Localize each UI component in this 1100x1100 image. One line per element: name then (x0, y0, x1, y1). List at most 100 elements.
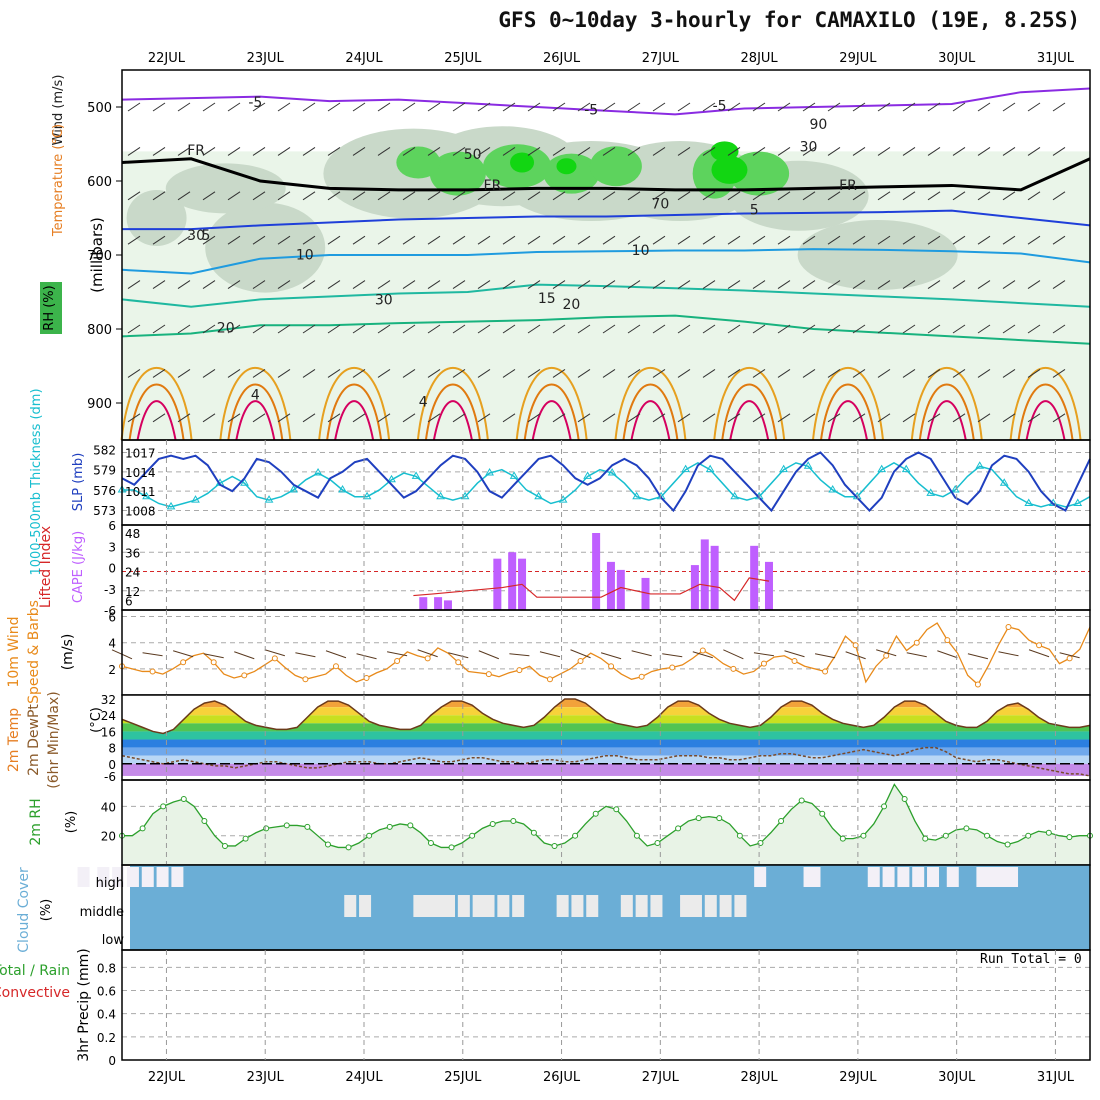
wind-barb (142, 652, 163, 657)
wind-barb (827, 102, 841, 112)
warm-contour (235, 400, 276, 441)
rh-point (819, 810, 826, 817)
wind-barb (352, 235, 366, 245)
wind-barb (631, 650, 652, 657)
cloud-level-label: high (96, 876, 124, 891)
wind-barb (202, 413, 216, 423)
ytick-right: 12 (125, 585, 140, 599)
rh-legend-swatch (40, 282, 62, 334)
wind-barb (277, 280, 291, 290)
wind-barb (552, 102, 566, 112)
wind-barb (477, 413, 491, 423)
wind-barb (723, 649, 744, 660)
wind-barb (602, 146, 616, 156)
ytick-left: -3 (104, 583, 116, 597)
wind-barb (902, 368, 916, 378)
rh-point (283, 822, 290, 829)
warm-contour (828, 400, 868, 441)
wind-speed-point (241, 672, 248, 679)
rh-point (304, 823, 311, 830)
middle-cloud-gap (472, 895, 485, 917)
wind-barb (602, 191, 616, 201)
temp-band (122, 747, 1090, 756)
wind-barb (352, 191, 366, 201)
wind-barb (377, 191, 391, 201)
wind-barb (752, 280, 766, 290)
wind-barb (402, 235, 416, 245)
bottom-date-label: 23JUL (247, 1070, 285, 1085)
rh-point (736, 832, 743, 839)
ytick: 24 (101, 709, 116, 723)
wind-barb (952, 235, 966, 245)
warm-contour (820, 383, 876, 441)
thickness-point (411, 471, 421, 479)
wind-barb (327, 102, 341, 112)
ytick-left: 573 (93, 504, 116, 518)
wind-barb (602, 235, 616, 245)
wind-barb (252, 235, 266, 245)
rh-point (489, 820, 496, 827)
cape-bar (443, 600, 452, 610)
ytick-left: 579 (93, 464, 116, 478)
wind-barb (502, 146, 516, 156)
ytick: 2 (108, 663, 116, 677)
wind-barb (727, 191, 741, 201)
wind-barb (427, 324, 441, 334)
wind-barb (662, 653, 683, 658)
wind-speed-point (791, 658, 798, 664)
rh-shade-bright (556, 158, 577, 175)
cloud-level-label: middle (80, 905, 124, 920)
bottom-date-label: 27JUL (642, 1070, 680, 1085)
contour-label: 10 (296, 247, 314, 263)
temp-unit: (°C) (89, 707, 104, 733)
wind-barb (814, 653, 836, 659)
wind-speed-point (852, 642, 859, 649)
wind-barb (477, 324, 491, 334)
middle-cloud-gap (512, 895, 525, 917)
warm-contour (1025, 400, 1066, 441)
wind-barb (1002, 324, 1016, 334)
temp2m-label: 2m Temp (6, 708, 22, 772)
run-total: Run Total = 0 (980, 952, 1082, 967)
wind-barb (727, 280, 741, 290)
warm-contour (326, 383, 383, 441)
contour-label: 30 (187, 228, 205, 244)
rh-point (324, 841, 331, 848)
rh-point (881, 803, 888, 810)
wind-barb (509, 653, 530, 657)
wind-barb (827, 413, 841, 423)
wind-barb (356, 653, 377, 660)
wind-barb (977, 102, 991, 112)
ytick: 20 (101, 830, 116, 844)
wind-barb (552, 146, 566, 156)
wind-barb (877, 413, 891, 423)
wind-barb (302, 368, 316, 378)
ytick: -6 (104, 770, 116, 784)
rh-point (469, 832, 476, 839)
thickness-point (803, 461, 813, 469)
warm-contour (630, 400, 671, 441)
wind-barb (452, 413, 466, 423)
wind-barb (702, 324, 716, 334)
thickness-point (583, 471, 592, 479)
cape-bar (764, 561, 773, 610)
dewpt-label: 2m DewPt (26, 704, 42, 776)
warm-contour (219, 366, 292, 441)
wind-barb (327, 280, 341, 290)
top-date-label: 31JUL (1037, 51, 1075, 66)
thickness-point (779, 464, 789, 473)
temperature-contour (121, 248, 1091, 275)
top-date-label: 25JUL (444, 51, 482, 66)
contour-label: 70 (651, 196, 669, 212)
thickness-point (313, 468, 323, 476)
wind-barb (1002, 413, 1016, 423)
wind-barb (902, 280, 916, 290)
wind-barb (302, 191, 316, 201)
wind-barb (377, 102, 391, 112)
rh-shade-bright (711, 155, 748, 184)
wind-barb (927, 280, 941, 290)
wind-barb (902, 191, 916, 201)
rh-point (778, 818, 785, 825)
wind-barb (172, 650, 194, 658)
wind-barb (552, 413, 566, 423)
